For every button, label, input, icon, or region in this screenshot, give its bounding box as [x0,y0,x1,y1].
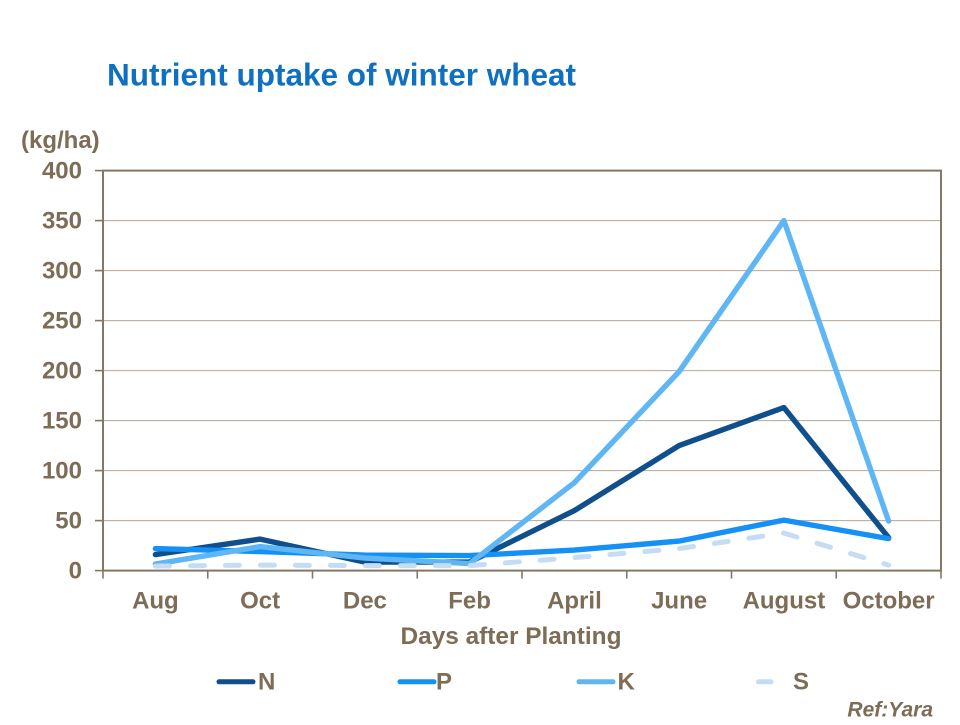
svg-text:100: 100 [42,458,82,485]
svg-text:50: 50 [55,508,82,535]
svg-text:P: P [436,669,452,696]
svg-text:N: N [258,669,275,696]
svg-text:350: 350 [42,208,82,235]
svg-text:October: October [843,588,935,615]
svg-text:August: August [743,588,826,615]
svg-text:(kg/ha): (kg/ha) [21,127,100,154]
svg-text:250: 250 [42,308,82,335]
svg-text:Dec: Dec [343,588,387,615]
svg-text:June: June [651,588,707,615]
svg-text:April: April [547,588,602,615]
svg-text:Feb: Feb [448,588,491,615]
svg-text:K: K [618,669,636,696]
svg-text:0: 0 [69,558,82,585]
svg-text:400: 400 [42,158,82,185]
svg-text:Oct: Oct [240,588,280,615]
svg-text:300: 300 [42,258,82,285]
svg-text:Ref:Yara: Ref:Yara [847,699,933,721]
svg-text:200: 200 [42,358,82,385]
svg-text:Days after Planting: Days after Planting [401,623,622,650]
svg-text:S: S [793,669,809,696]
svg-text:150: 150 [42,408,82,435]
svg-text:Aug: Aug [132,588,179,615]
svg-text:Nutrient uptake of winter whea: Nutrient uptake of winter wheat [107,57,577,93]
